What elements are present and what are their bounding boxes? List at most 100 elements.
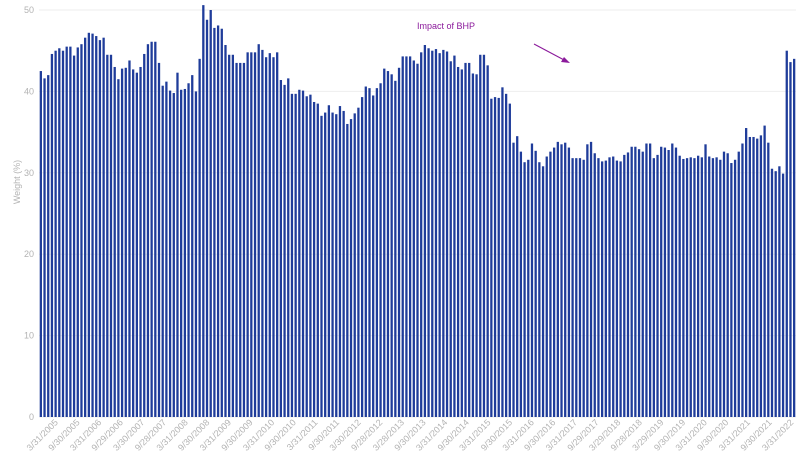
bar — [711, 158, 715, 417]
bar — [700, 157, 703, 417]
bar — [479, 54, 482, 418]
bar — [87, 32, 90, 417]
bar — [335, 114, 338, 417]
bar — [309, 94, 312, 417]
bar — [745, 128, 748, 417]
bar — [290, 93, 294, 417]
bar — [660, 146, 663, 417]
bar — [305, 96, 308, 417]
bar — [220, 28, 223, 417]
bar — [575, 158, 578, 417]
bar — [183, 88, 187, 418]
bar — [242, 62, 246, 417]
bar — [582, 159, 585, 417]
bar — [368, 88, 371, 417]
bar — [508, 103, 511, 418]
bar — [69, 46, 72, 417]
bar — [216, 25, 220, 417]
bar — [708, 156, 711, 417]
bar — [564, 142, 567, 417]
y-tick-label: 20 — [24, 249, 34, 259]
bar — [748, 136, 751, 418]
bar — [224, 45, 227, 417]
bar — [338, 106, 342, 418]
bar — [235, 62, 238, 417]
bar — [431, 50, 434, 417]
bar — [464, 62, 467, 417]
bar — [623, 154, 626, 417]
bar — [161, 85, 164, 417]
bar — [109, 54, 113, 418]
bar — [394, 80, 397, 417]
bar — [383, 68, 386, 418]
bar — [198, 58, 201, 418]
bar — [597, 158, 600, 417]
bar — [180, 89, 183, 418]
y-tick-label: 30 — [24, 168, 34, 178]
bar — [150, 41, 153, 417]
bar — [482, 54, 486, 418]
bar — [205, 19, 209, 418]
bar — [697, 155, 700, 417]
bar — [72, 55, 76, 417]
bar — [279, 80, 283, 417]
bar — [312, 101, 316, 417]
bar — [154, 41, 157, 417]
bar — [372, 95, 375, 417]
bar — [168, 90, 172, 417]
bar — [634, 146, 637, 417]
bar — [327, 105, 331, 418]
bar — [578, 158, 582, 417]
y-tick-label: 0 — [29, 412, 34, 422]
bar — [567, 147, 571, 417]
bar — [619, 161, 622, 417]
bar — [615, 160, 619, 417]
bar — [405, 56, 408, 418]
bar — [120, 68, 124, 418]
bar — [538, 162, 541, 417]
bar — [468, 62, 471, 417]
bar — [637, 149, 641, 417]
bar — [427, 48, 430, 417]
bar — [213, 27, 216, 417]
bar — [124, 67, 127, 417]
bar — [523, 162, 526, 417]
bar — [231, 54, 235, 418]
bar — [781, 173, 785, 417]
bar — [283, 84, 286, 417]
bar — [58, 48, 61, 417]
bar — [176, 72, 179, 418]
bar — [648, 143, 652, 417]
x-tick-labels: 3/31/20059/30/20053/31/20069/29/20063/30… — [25, 417, 796, 452]
bar — [375, 88, 379, 417]
bar — [490, 98, 493, 417]
bar — [386, 71, 390, 418]
bar — [545, 156, 548, 417]
bar — [412, 60, 415, 417]
bar — [552, 147, 556, 417]
y-tick-labels: 0 10 20 30 40 50 — [24, 5, 34, 422]
annotation-impact-of-bhp: Impact of BHP — [417, 21, 475, 31]
bar — [54, 50, 57, 417]
bar — [239, 62, 242, 417]
bar — [397, 67, 401, 417]
bar — [497, 97, 500, 417]
bar — [785, 50, 788, 417]
y-tick-label: 50 — [24, 5, 34, 15]
bar — [756, 138, 759, 418]
bar — [556, 141, 559, 417]
bar — [268, 53, 271, 417]
bar — [571, 158, 574, 417]
bar — [80, 44, 83, 417]
bar — [143, 53, 146, 418]
bar — [47, 75, 50, 418]
bar — [276, 52, 279, 417]
bar — [135, 72, 138, 418]
bar — [423, 45, 427, 417]
bar — [165, 81, 168, 417]
bar — [65, 46, 68, 417]
bar — [298, 89, 301, 418]
y-tick-label: 40 — [24, 86, 34, 96]
bar — [726, 153, 729, 417]
bar — [789, 62, 792, 417]
